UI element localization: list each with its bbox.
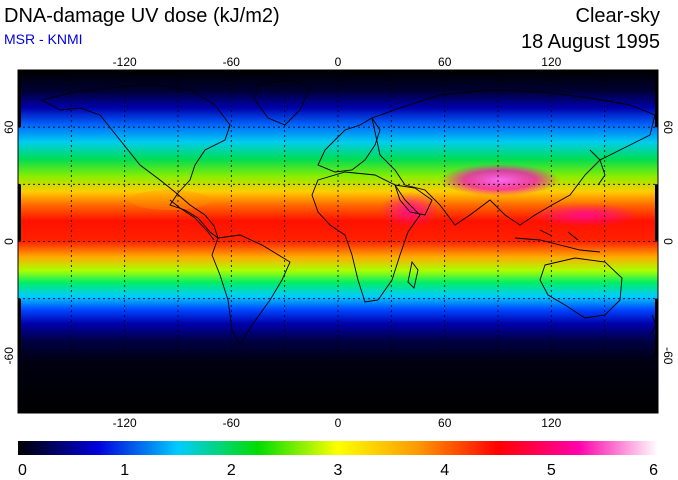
frame-check bbox=[444, 410, 498, 413]
map-title: DNA-damage UV dose (kJ/m2) bbox=[4, 5, 280, 27]
lon-tick-label: 60 bbox=[438, 55, 452, 69]
madagascar-coast bbox=[407, 260, 419, 289]
lat-tick-label: 0 bbox=[2, 238, 16, 245]
coastlines bbox=[40, 79, 657, 346]
frame-check bbox=[18, 184, 21, 242]
lat-labels-left: 60 0 -60 bbox=[2, 120, 16, 364]
source-label: MSR - KNMI bbox=[4, 31, 83, 47]
frame-check bbox=[124, 70, 178, 73]
asia-coast bbox=[371, 89, 656, 226]
colorbar-label: 0 bbox=[18, 462, 27, 479]
frame-check bbox=[655, 70, 658, 128]
arabia-hotspot bbox=[380, 192, 440, 228]
colorbar bbox=[18, 441, 658, 455]
japan-coast bbox=[589, 149, 606, 186]
lon-tick-label: -60 bbox=[223, 416, 241, 430]
frame-check bbox=[18, 298, 21, 356]
frame-check bbox=[18, 70, 21, 128]
frame-check bbox=[338, 70, 392, 73]
colorbar-label: 3 bbox=[334, 462, 343, 479]
lon-tick-label: 60 bbox=[438, 416, 452, 430]
tibet-hotspot bbox=[440, 164, 560, 196]
colorbar-labels: 0 1 2 3 4 5 6 bbox=[18, 462, 658, 479]
frame-check bbox=[231, 70, 285, 73]
frame-check bbox=[124, 410, 178, 413]
colorbar-label: 4 bbox=[440, 462, 449, 479]
frame-check bbox=[231, 410, 285, 413]
frame-check bbox=[655, 184, 658, 242]
pacific-hotspot bbox=[530, 203, 640, 227]
frame-check bbox=[551, 410, 605, 413]
date-label: 18 August 1995 bbox=[520, 31, 660, 53]
frame-check bbox=[338, 410, 392, 413]
indonesia-coast bbox=[514, 229, 601, 253]
lat-tick-label: -60 bbox=[2, 347, 16, 365]
frame-check bbox=[551, 70, 605, 73]
uv-field bbox=[18, 70, 658, 413]
lat-tick-label: 60 bbox=[661, 121, 675, 135]
arabia-coast bbox=[394, 184, 433, 216]
lat-labels-right: 60 0 -60 bbox=[661, 121, 675, 365]
greenland-coast bbox=[254, 79, 311, 126]
north-america-coast bbox=[40, 83, 231, 240]
colorbar-label: 5 bbox=[547, 462, 556, 479]
europe-coast bbox=[317, 117, 381, 173]
lon-labels-bottom: -120 -60 0 60 120 bbox=[113, 416, 562, 430]
lon-tick-label: -120 bbox=[113, 416, 137, 430]
colorbar-label: 2 bbox=[227, 462, 236, 479]
lon-tick-label: 0 bbox=[335, 55, 342, 69]
map-frame bbox=[17, 69, 659, 414]
lon-tick-label: -60 bbox=[223, 55, 241, 69]
frame-check bbox=[18, 70, 72, 73]
central-america-coast bbox=[169, 199, 215, 241]
frame-check bbox=[18, 410, 72, 413]
graticule bbox=[18, 70, 658, 413]
lon-tick-label: 0 bbox=[335, 416, 342, 430]
lon-tick-label: 120 bbox=[541, 55, 561, 69]
lat-tick-label: 0 bbox=[661, 238, 675, 245]
frame-right-checks bbox=[655, 70, 658, 356]
frame-top-checks bbox=[18, 70, 605, 73]
south-america-coast bbox=[211, 234, 291, 346]
lon-tick-label: -120 bbox=[113, 55, 137, 69]
lon-tick-label: 120 bbox=[541, 416, 561, 430]
frame-left-checks bbox=[18, 70, 21, 356]
lat-tick-label: 60 bbox=[2, 120, 16, 134]
sky-condition-label: Clear-sky bbox=[575, 5, 660, 27]
colorbar-label: 6 bbox=[649, 462, 658, 479]
colorbar-label: 1 bbox=[120, 462, 129, 479]
lat-tick-label: -60 bbox=[661, 347, 675, 365]
lon-labels-top: -120 -60 0 60 120 bbox=[113, 55, 562, 69]
frame-check bbox=[655, 298, 658, 356]
frame-check bbox=[444, 70, 498, 73]
frame-bottom-checks bbox=[18, 410, 605, 413]
africa-coast bbox=[311, 171, 421, 303]
